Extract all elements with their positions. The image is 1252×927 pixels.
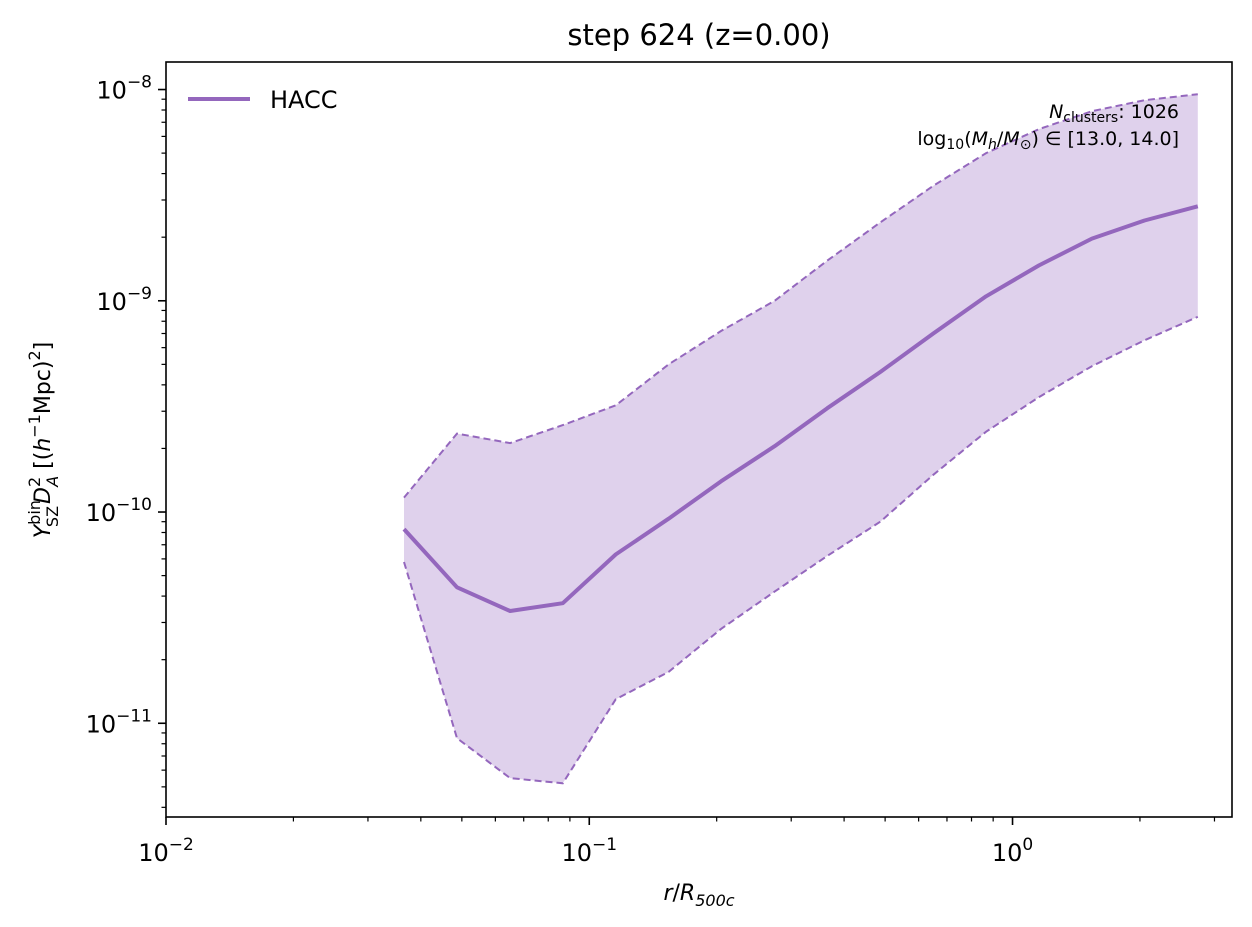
chart-title: step 624 (z=0.00) [567, 18, 830, 52]
x-tick-base: 10 [138, 839, 169, 867]
n-var: N [1049, 101, 1063, 123]
x-tick-base: 10 [561, 839, 592, 867]
mass-log-sub: 10 [946, 137, 964, 153]
mass-M: M [972, 128, 988, 150]
x-tick-label: 100 [992, 835, 1033, 867]
axes-frame [165, 61, 1233, 818]
y-tick-base: 10 [96, 288, 127, 316]
y-tick-label: 10−8 [96, 73, 152, 105]
y-tick-label: 10−11 [86, 706, 152, 738]
y-label-h-sup: −1 [25, 414, 44, 438]
y-tick-base: 10 [86, 499, 117, 527]
y-label-sub: SZ [43, 506, 62, 527]
legend-label: HACC [270, 86, 338, 114]
x-label-slash: / [672, 881, 680, 906]
y-tick-exp: −8 [127, 73, 152, 93]
y-tick-label: 10−10 [86, 495, 152, 527]
y-label-unit-open: [( [31, 452, 56, 476]
annotation: Nclusters: 1026 log10(Mh/M⊙) ∈ [13.0, 14… [917, 101, 1179, 153]
x-label-R: R [680, 881, 695, 906]
band-fill [404, 94, 1198, 784]
y-label-unit-sup: 2 [25, 350, 44, 360]
x-label-sub: 500c [695, 891, 735, 910]
mass-M2-sub: ⊙ [1020, 137, 1032, 153]
x-tick-label: 10−1 [561, 835, 617, 867]
mass-range: log10(Mh/M⊙) ∈ [13.0, 14.0] [917, 128, 1179, 153]
y-label-sup: bin [25, 500, 44, 525]
x-tick-base: 10 [992, 839, 1023, 867]
mass-open: ( [964, 128, 971, 150]
y-label-D-sup: 2 [25, 477, 44, 487]
plot-area [402, 93, 1199, 785]
legend: HACC [188, 86, 338, 114]
y-label-h: h [31, 438, 56, 452]
mass-slash: / [997, 128, 1004, 150]
y-label-D: D [31, 487, 56, 504]
upper-percentile-line [403, 93, 1198, 499]
mass-M2: M [1003, 128, 1019, 150]
y-tick-label: 10−9 [96, 284, 152, 316]
mass-range-close: ) ∈ [13.0, 14.0] [1031, 128, 1179, 150]
n-suffix: : 1026 [1118, 101, 1179, 123]
y-tick-exp: −10 [116, 495, 152, 515]
mass-log: log [917, 128, 946, 150]
x-tick-exp: 0 [1022, 835, 1033, 855]
x-tick-exp: −2 [169, 835, 194, 855]
y-tick-exp: −9 [127, 284, 152, 304]
y-tick-exp: −11 [116, 706, 152, 726]
median-line [402, 204, 1199, 613]
y-label-unit-mid: Mpc) [31, 361, 56, 415]
x-label-var: r [663, 881, 674, 906]
lower-percentile-line [403, 315, 1199, 785]
y-tick-base: 10 [96, 77, 127, 105]
mass-M-sub: h [988, 137, 997, 153]
x-axis-label: r/R500c [663, 881, 734, 910]
y-label-unit-close: ] [31, 342, 56, 351]
x-tick-label: 10−2 [138, 835, 194, 867]
cluster-count: Nclusters: 1026 [1049, 101, 1179, 126]
y-label-Y: Y [31, 523, 56, 538]
x-tick-exp: −1 [592, 835, 617, 855]
y-tick-base: 10 [86, 710, 117, 738]
n-sub: clusters [1063, 110, 1118, 126]
y-axis-label: YbinSZD2A [(h−1Mpc)2] [25, 342, 62, 539]
y-label-D-sub: A [43, 476, 62, 488]
